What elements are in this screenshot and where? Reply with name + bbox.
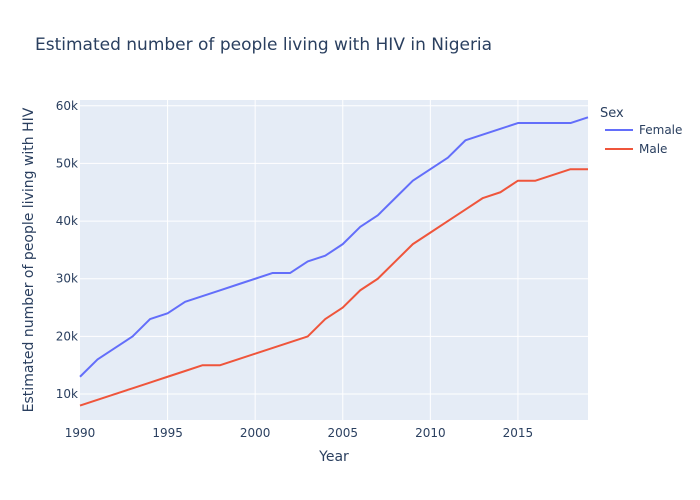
x-axis-title: Year bbox=[318, 449, 349, 465]
y-axis-ticks: 10k 20k 30k 40k 50k 60k bbox=[56, 99, 78, 401]
grid-lines bbox=[80, 100, 588, 420]
plot-area bbox=[80, 100, 588, 420]
legend-label: Female bbox=[639, 123, 682, 137]
legend-label: Male bbox=[639, 142, 667, 156]
series-lines bbox=[79, 116, 589, 407]
x-tick-label: 2015 bbox=[503, 426, 534, 440]
chart-title: Estimated number of people living with H… bbox=[35, 35, 492, 55]
x-axis-ticks: 1990 1995 2000 2005 2010 2015 bbox=[65, 426, 533, 440]
series-line-female bbox=[79, 116, 589, 378]
x-tick-label: 2010 bbox=[415, 426, 446, 440]
x-tick-label: 1995 bbox=[152, 426, 183, 440]
y-tick-label: 40k bbox=[56, 214, 78, 228]
legend-title: Sex bbox=[600, 106, 624, 121]
series-line-male bbox=[79, 168, 588, 407]
y-axis-title: Estimated number of people living with H… bbox=[21, 107, 37, 412]
y-tick-label: 60k bbox=[56, 99, 78, 113]
x-tick-label: 2005 bbox=[327, 426, 358, 440]
y-tick-label: 50k bbox=[56, 156, 78, 170]
legend-items: Female Male bbox=[605, 123, 682, 156]
x-tick-label: 1990 bbox=[65, 426, 96, 440]
legend-item-male[interactable]: Male bbox=[605, 142, 667, 156]
y-tick-label: 20k bbox=[56, 329, 78, 343]
legend[interactable]: Sex Female Male bbox=[600, 106, 682, 156]
legend-item-female[interactable]: Female bbox=[605, 123, 682, 137]
x-tick-label: 2000 bbox=[240, 426, 271, 440]
y-tick-label: 30k bbox=[56, 272, 78, 286]
y-tick-label: 10k bbox=[56, 387, 78, 401]
